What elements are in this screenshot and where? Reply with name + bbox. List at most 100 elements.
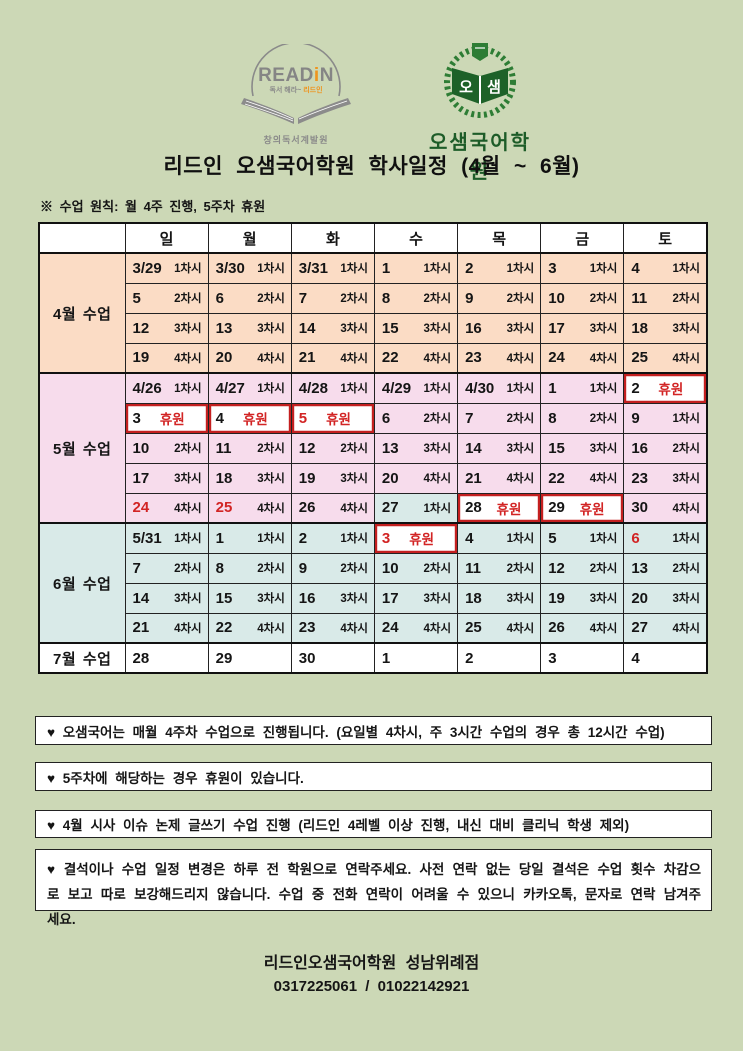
readin-logo-subtitle: 창의독서계발원 <box>263 135 329 145</box>
cell-session: 3차시 <box>672 593 700 605</box>
cell-date: 10 <box>132 439 150 457</box>
calendar-cell: 22 4차시 <box>207 612 292 644</box>
cell-content: 4/28 1차시 <box>292 375 373 402</box>
cell-date: 29 <box>548 499 565 517</box>
cell-session: 2차시 <box>506 413 535 425</box>
cell-content: 4 휴원 <box>209 404 290 432</box>
cell-date: 15 <box>381 319 399 337</box>
cell-content: 10 2차시 <box>126 434 207 462</box>
cell-date: 4/27 <box>215 379 245 397</box>
cell-content: 23 4차시 <box>292 614 373 642</box>
cell-content: 2 1차시 <box>459 255 540 282</box>
cell-closed-label: 휴원 <box>409 532 435 548</box>
calendar-cell: 3/31 1차시 <box>290 252 375 284</box>
cell-date: 30 <box>298 649 316 667</box>
calendar-cell: 21 4차시 <box>290 342 375 374</box>
cell-content: 6 2차시 <box>375 404 456 432</box>
cell-session: 2차시 <box>672 563 700 575</box>
cell-content: 7 2차시 <box>292 284 373 312</box>
calendar-cell: 8 2차시 <box>373 282 459 314</box>
cell-date: 15 <box>215 589 233 607</box>
calendar-cell: 21 4차시 <box>457 462 542 494</box>
cell-content: 25 4차시 <box>459 614 540 642</box>
calendar-cell: 19 3차시 <box>540 582 625 614</box>
cell-session: 3차시 <box>340 323 368 335</box>
cell-content: 7 2차시 <box>459 404 540 432</box>
calendar-cell: 13 2차시 <box>623 552 708 584</box>
schedule-table: 일 월 화 수 목 금 토 4월 수업 3/29 1차시 3/30 1차시 3/31 1차시 1 1차시 2 1차… <box>38 222 708 674</box>
cell-session: 2차시 <box>174 563 202 575</box>
cell-session: 2차시 <box>589 413 618 425</box>
cell-session: 1차시 <box>340 533 368 546</box>
cell-session: 3차시 <box>589 593 618 605</box>
calendar-cell: 30 <box>290 642 375 674</box>
calendar-cell: 20 4차시 <box>373 462 459 494</box>
cell-session: 4차시 <box>672 352 700 365</box>
svg-text:오: 오 <box>459 79 473 96</box>
cell-session: 4차시 <box>174 622 202 635</box>
calendar-cell: 13 3차시 <box>207 312 292 344</box>
cell-date: 26 <box>548 619 565 637</box>
calendar-cell: 11 2차시 <box>457 552 542 584</box>
cell-date: 2 <box>298 529 308 547</box>
cell-content: 4 1차시 <box>625 255 706 282</box>
cell-session: 1차시 <box>423 502 452 515</box>
cell-date: 11 <box>631 289 648 307</box>
cell-content: 19 3차시 <box>542 584 623 612</box>
cell-date: 26 <box>298 499 316 517</box>
calendar-cell: 3 1차시 <box>540 252 625 284</box>
calendar-cell: 14 3차시 <box>457 432 542 464</box>
cell-session: 1차시 <box>423 263 452 276</box>
calendar-cell: 12 2차시 <box>290 432 375 464</box>
footer-phone-numbers: 0317225061 / 01022142921 <box>273 978 470 995</box>
calendar-cell: 29 <box>207 642 292 674</box>
cell-content: 23 3차시 <box>625 464 706 492</box>
cell-date: 24 <box>132 499 150 517</box>
cell-date: 3/30 <box>215 259 245 277</box>
calendar-row: 7월 수업 28 29 30 1 2 3 4 <box>38 642 708 674</box>
cell-content: 3 <box>542 645 623 672</box>
cell-session: 2차시 <box>257 563 285 575</box>
calendar-cell: 9 2차시 <box>290 552 375 584</box>
cell-session: 3차시 <box>257 473 285 485</box>
calendar-cell: 2 휴원 <box>623 372 708 404</box>
cell-date: 13 <box>631 559 649 577</box>
cell-closed-label: 휴원 <box>326 412 351 427</box>
cell-content: 3 휴원 <box>126 404 207 432</box>
cell-session: 2차시 <box>174 293 202 305</box>
calendar-row: 19 4차시 20 4차시 21 4차시 22 4차시 23 4차시 24 4차시 25 4차시 <box>39 342 708 374</box>
cell-content: 11 2차시 <box>209 434 290 462</box>
cell-date: 14 <box>132 589 150 607</box>
cell-content: 4 <box>625 645 706 672</box>
day-header: 일 <box>124 222 209 254</box>
cell-session: 2차시 <box>257 293 285 305</box>
cell-session: 1차시 <box>340 263 368 276</box>
day-header: 수 <box>373 222 459 254</box>
calendar-cell: 3/30 1차시 <box>207 252 292 284</box>
cell-date: 8 <box>548 409 557 427</box>
cell-date: 9 <box>631 409 640 427</box>
cell-content: 12 3차시 <box>126 314 207 342</box>
calendar-cell: 2 <box>457 642 542 674</box>
calendar-cell: 4/27 1차시 <box>207 372 292 404</box>
cell-session: 3차시 <box>423 593 452 605</box>
cell-content: 26 4차시 <box>542 614 623 642</box>
month-label-may: 5월 수업 <box>38 372 126 524</box>
page-title: 리드인 오샘국어학원 학사일정 (4월 ~ 6월) <box>163 155 580 178</box>
calendar-cell: 28 <box>124 642 209 674</box>
calendar-cell: 6 2차시 <box>207 282 292 314</box>
cell-date: 15 <box>548 439 565 457</box>
cell-closed-label: 휴원 <box>658 382 684 398</box>
cell-date: 27 <box>631 619 649 637</box>
calendar-cell: 16 3차시 <box>290 582 375 614</box>
calendar-cell: 11 2차시 <box>623 282 708 314</box>
calendar-cell: 4 휴원 <box>207 402 292 434</box>
cell-date: 3 <box>132 409 141 427</box>
cell-date: 22 <box>548 469 565 487</box>
calendar-cell: 18 3차시 <box>623 312 708 344</box>
cell-content: 20 3차시 <box>625 584 706 612</box>
cell-date: 18 <box>465 589 482 607</box>
calendar-cell: 1 1차시 <box>540 372 625 404</box>
cell-session: 3차시 <box>340 593 368 605</box>
